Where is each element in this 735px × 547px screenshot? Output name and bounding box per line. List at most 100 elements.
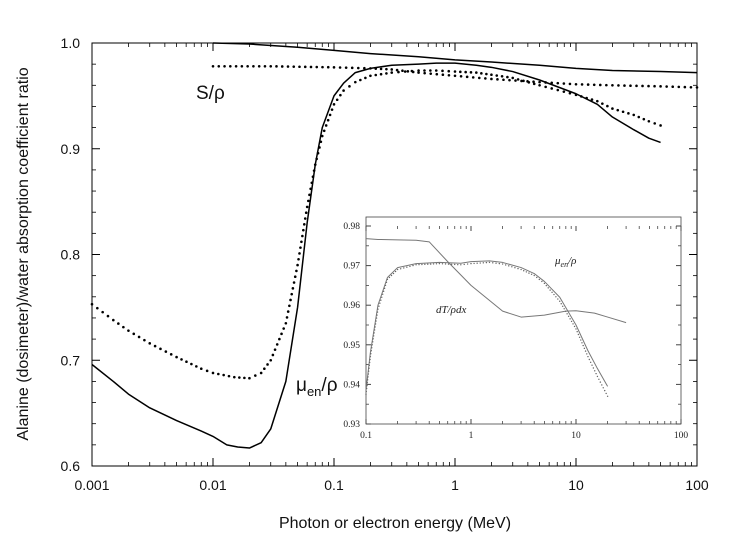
series-4-dot [299, 246, 302, 249]
series-4-dot [469, 71, 473, 74]
series-3-dot [432, 263, 435, 265]
series-3-dot [372, 341, 374, 343]
series-3-dot [366, 382, 369, 384]
series-3-dot [383, 287, 386, 290]
y-tick-label: 0.93 [343, 420, 360, 430]
series-4-dot [318, 146, 321, 149]
series-4-dot [292, 281, 296, 284]
series-4-dot [506, 75, 509, 79]
series-4-dot [278, 337, 281, 341]
series-4-dot [311, 175, 315, 178]
series-3-dot [365, 390, 368, 393]
series-3-dot [447, 263, 450, 265]
main-series [90, 42, 699, 449]
series-3-dot [369, 358, 371, 361]
series-4-dot [313, 163, 317, 166]
series-4-dot [275, 343, 279, 346]
series-3-dot [541, 280, 543, 283]
series-3-dot [536, 276, 538, 279]
series-3-dot [473, 262, 475, 265]
series-4-dot [180, 358, 183, 361]
series-2-dot [234, 64, 238, 68]
series-4-dot [379, 72, 383, 76]
series-3-dot [381, 293, 384, 296]
series-4-dot [601, 102, 604, 105]
series-3-dot [577, 333, 580, 336]
series-3-dot [429, 263, 432, 265]
series-4-dot [132, 332, 136, 336]
series-3-dot [367, 373, 370, 375]
series-4-dot [288, 304, 291, 308]
series-3-dot [561, 305, 564, 307]
series-3-dot [578, 336, 581, 338]
series-4-dot [271, 353, 275, 357]
series-4-dot [291, 287, 295, 290]
series-3-dot [583, 347, 586, 350]
series-2-dot [292, 65, 296, 68]
series-3-dot [444, 263, 447, 265]
series-2-dot [275, 65, 278, 68]
series-2-dot [286, 65, 290, 68]
series-2-dot [303, 65, 307, 69]
series-4-dot [332, 103, 336, 106]
series-3-dot [528, 272, 530, 274]
series-3-dot [406, 266, 408, 268]
series-3-dot [403, 267, 405, 269]
x-tick-label: 100 [685, 477, 709, 493]
x-tick-label: 0.1 [324, 477, 344, 493]
series-4-dot [101, 310, 104, 314]
series-4-dot [585, 96, 588, 100]
series-3-dot [504, 264, 507, 266]
series-4-dot [485, 72, 488, 76]
series-2-dot [659, 85, 662, 88]
series-4-dot [106, 314, 110, 318]
series-3-dot [367, 376, 369, 378]
series-3-dot [466, 263, 469, 265]
series-3-dot [508, 265, 510, 267]
series-4-dot [562, 90, 566, 93]
series-4-dot [596, 99, 599, 103]
series-4-dot [475, 71, 478, 74]
series-2-dot [532, 80, 535, 84]
y-tick-label: 0.6 [61, 458, 81, 474]
series-4-dot [319, 140, 323, 144]
x-tick-label: 1 [451, 477, 459, 493]
series-4-dot [590, 98, 594, 101]
series-2-dot [502, 78, 505, 82]
series-2-dot [496, 78, 499, 81]
series-2-dot [580, 83, 584, 86]
series-2-dot [695, 86, 699, 89]
series-3-dot [538, 278, 541, 281]
series-4-dot [282, 327, 285, 330]
series-2-dot [257, 64, 261, 68]
series-4-dot [410, 69, 414, 73]
series-4-dot [364, 76, 367, 80]
series-2-line [365, 260, 609, 391]
series-2-dot [338, 66, 342, 69]
series-4-dot [293, 275, 297, 279]
series-3-dot [374, 326, 376, 328]
series-2-dot [401, 69, 404, 73]
series-3-dot [482, 262, 485, 264]
series-2-dot [246, 64, 249, 68]
series-2-dot [252, 64, 255, 68]
series-3-dot [365, 387, 368, 390]
series-2-dot [385, 67, 388, 71]
series-4-dot [326, 118, 330, 122]
series-4-dot [637, 115, 641, 119]
series-4-dot [538, 84, 541, 87]
series-2-dot [617, 84, 620, 87]
series-4-dot [659, 124, 662, 127]
series-4-dot [330, 108, 334, 111]
series-2-dot [395, 68, 399, 72]
series-4-dot [296, 263, 299, 267]
series-4-dot [227, 374, 231, 378]
series-3-dot [533, 274, 535, 277]
series-4-dot [284, 321, 288, 325]
series-2-dot [211, 64, 215, 68]
series-3-dot [567, 315, 570, 318]
series-3-dot [372, 335, 375, 337]
y-tick-label: 0.9 [61, 141, 81, 157]
series-4-dot [441, 69, 444, 73]
